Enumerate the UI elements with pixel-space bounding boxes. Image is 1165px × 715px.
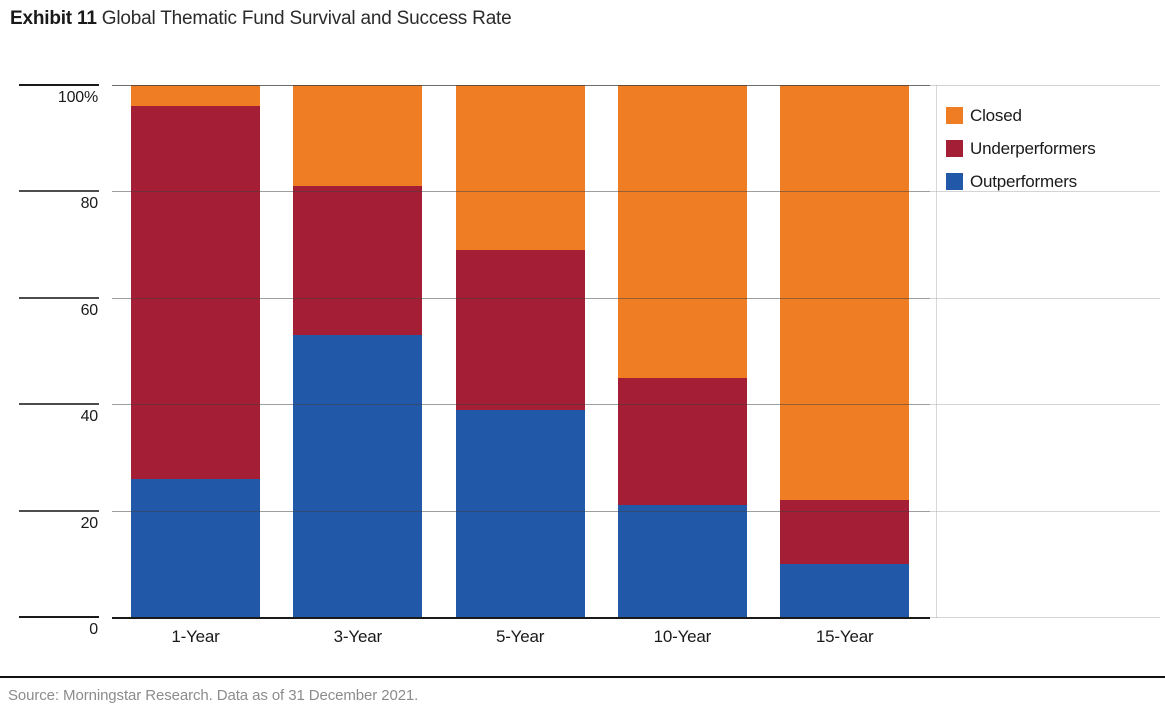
bar-1-year — [131, 85, 260, 617]
source-line: Source: Morningstar Research. Data as of… — [8, 687, 419, 704]
legend-divider-line — [936, 85, 937, 618]
y-tick-line-100 — [19, 84, 99, 86]
x-axis-label-3-year: 3-Year — [333, 627, 382, 646]
chart-legend: Closed Underperformers Outperformers — [946, 99, 1096, 198]
bar-segment-closed-3-year — [293, 85, 423, 187]
legend-label-outperformers: Outperformers — [970, 171, 1077, 191]
gridline-80 — [112, 191, 930, 193]
y-tick-label-40: 40 — [80, 408, 99, 426]
chart-title: Exhibit 11 Global Thematic Fund Survival… — [10, 8, 512, 30]
y-tick-label-60: 60 — [80, 301, 99, 319]
y-tick-line-20 — [19, 509, 99, 512]
footer-rule — [0, 676, 1165, 678]
bar-segment-underperformers-15-year — [780, 499, 910, 564]
y-tick-line-60 — [19, 296, 99, 299]
y-tick-line-0 — [19, 616, 99, 618]
bar-10-year — [617, 85, 747, 617]
bar-segment-outperformers-15-year — [780, 563, 910, 617]
legend-label-underperformers: Underperformers — [970, 138, 1096, 158]
gridline-extension-80 — [930, 191, 1160, 193]
bar-segment-outperformers-1-year — [131, 478, 260, 617]
gridline-extension-100 — [930, 85, 1160, 86]
bar-segment-outperformers-10-year — [617, 505, 747, 617]
gridline-extension-20 — [930, 510, 1160, 512]
y-tick-label-80: 80 — [80, 195, 99, 213]
legend-swatch-closed — [946, 107, 963, 124]
bar-15-year — [780, 85, 910, 617]
legend-item-outperformers: Outperformers — [946, 165, 1096, 198]
y-tick-line-80 — [19, 190, 99, 193]
x-axis-label-5-year: 5-Year — [495, 627, 545, 646]
y-tick-label-20: 20 — [80, 514, 99, 532]
x-axis-line — [112, 617, 930, 619]
bar-segment-closed-10-year — [617, 85, 747, 378]
legend-item-underperformers: Underperformers — [946, 132, 1096, 165]
legend-swatch-outperformers — [946, 173, 963, 190]
bar-3-year — [293, 85, 423, 617]
chart-title-text: Global Thematic Fund Survival and Succes… — [101, 8, 512, 29]
exhibit-number: Exhibit 11 — [10, 8, 97, 29]
gridline-40 — [112, 404, 930, 406]
gridline-extension-40 — [930, 404, 1160, 406]
y-tick-label-0: 0 — [89, 621, 98, 638]
x-axis-label-1-year: 1-Year — [171, 627, 220, 646]
gridline-extension-60 — [930, 297, 1160, 299]
legend-item-closed: Closed — [946, 99, 1096, 132]
y-tick-line-40 — [19, 403, 99, 406]
bar-segment-underperformers-5-year — [455, 249, 585, 410]
bar-segment-underperformers-10-year — [617, 377, 747, 506]
bar-segment-outperformers-3-year — [293, 335, 423, 617]
legend-label-closed: Closed — [970, 105, 1022, 125]
gridline-100 — [112, 85, 930, 86]
legend-swatch-underperformers — [946, 140, 963, 157]
bar-segment-underperformers-1-year — [131, 106, 260, 479]
x-axis-label-15-year: 15-Year — [815, 627, 874, 646]
gridline-20 — [112, 510, 930, 512]
bar-segment-closed-1-year — [131, 85, 260, 107]
y-tick-label-100: 100% — [57, 89, 98, 106]
gridline-extension-0 — [930, 617, 1160, 618]
gridline-60 — [112, 297, 930, 299]
bar-segment-outperformers-5-year — [455, 409, 585, 617]
x-axis-label-10-year: 10-Year — [653, 627, 712, 646]
bar-segment-closed-15-year — [780, 85, 910, 500]
bar-segment-closed-5-year — [455, 85, 585, 250]
bar-5-year — [455, 85, 585, 617]
bar-segment-underperformers-3-year — [293, 186, 423, 336]
